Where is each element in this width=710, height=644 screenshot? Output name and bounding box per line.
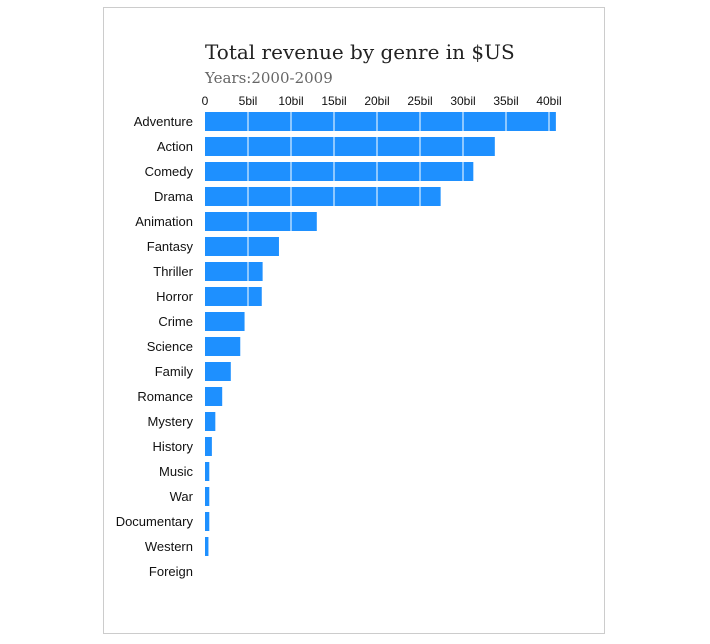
x-tick-label: 35bil bbox=[493, 94, 518, 108]
x-tick-label: 25bil bbox=[407, 94, 432, 108]
category-label: Fantasy bbox=[147, 239, 194, 254]
x-tick-label: 40bil bbox=[536, 94, 561, 108]
category-label: Comedy bbox=[145, 164, 194, 179]
x-tick-label: 15bil bbox=[321, 94, 346, 108]
x-tick-label: 5bil bbox=[239, 94, 258, 108]
bar-thriller bbox=[205, 262, 263, 281]
category-label: Family bbox=[155, 364, 194, 379]
bar-family bbox=[205, 362, 231, 381]
category-label: Documentary bbox=[116, 514, 194, 529]
bar-drama bbox=[205, 187, 441, 206]
bar-romance bbox=[205, 387, 223, 406]
category-label: Foreign bbox=[149, 564, 193, 579]
bar-mystery bbox=[205, 412, 216, 431]
x-tick-label: 10bil bbox=[278, 94, 303, 108]
bar-music bbox=[205, 462, 210, 481]
category-label: Crime bbox=[158, 314, 193, 329]
bar-fantasy bbox=[205, 237, 279, 256]
x-tick-label: 20bil bbox=[364, 94, 389, 108]
category-label: Horror bbox=[156, 289, 194, 304]
bar-comedy bbox=[205, 162, 474, 181]
x-tick-label: 0 bbox=[202, 94, 209, 108]
category-label: Science bbox=[147, 339, 193, 354]
category-label: Action bbox=[157, 139, 193, 154]
bar-action bbox=[205, 137, 495, 156]
category-label: Western bbox=[145, 539, 193, 554]
x-axis-ticks: 0 5bil 10bil 15bil 20bil 25bil 30bil 35bil 40bil bbox=[202, 94, 562, 108]
bar-western bbox=[205, 537, 209, 556]
category-label: Music bbox=[159, 464, 193, 479]
category-label: War bbox=[170, 489, 194, 504]
bar-war bbox=[205, 487, 210, 506]
category-label: Romance bbox=[137, 389, 193, 404]
chart-title: Total revenue by genre in $US bbox=[205, 40, 515, 64]
bar-adventure bbox=[205, 112, 556, 131]
category-label: Thriller bbox=[153, 264, 193, 279]
bars-group bbox=[205, 112, 556, 556]
category-label: Mystery bbox=[148, 414, 194, 429]
x-tick-label: 30bil bbox=[450, 94, 475, 108]
category-label: Adventure bbox=[134, 114, 193, 129]
bar-horror bbox=[205, 287, 262, 306]
bar-history bbox=[205, 437, 212, 456]
category-labels: Adventure Action Comedy Drama Animation Fanta… bbox=[116, 114, 194, 579]
bar-crime bbox=[205, 312, 245, 331]
bar-animation bbox=[205, 212, 317, 231]
chart-frame bbox=[103, 7, 605, 634]
gridlines bbox=[247, 112, 550, 587]
bar-documentary bbox=[205, 512, 210, 531]
bar-science bbox=[205, 337, 241, 356]
category-label: Animation bbox=[135, 214, 193, 229]
chart-subtitle: Years:2000-2009 bbox=[204, 69, 333, 87]
category-label: Drama bbox=[154, 189, 194, 204]
category-label: History bbox=[153, 439, 194, 454]
